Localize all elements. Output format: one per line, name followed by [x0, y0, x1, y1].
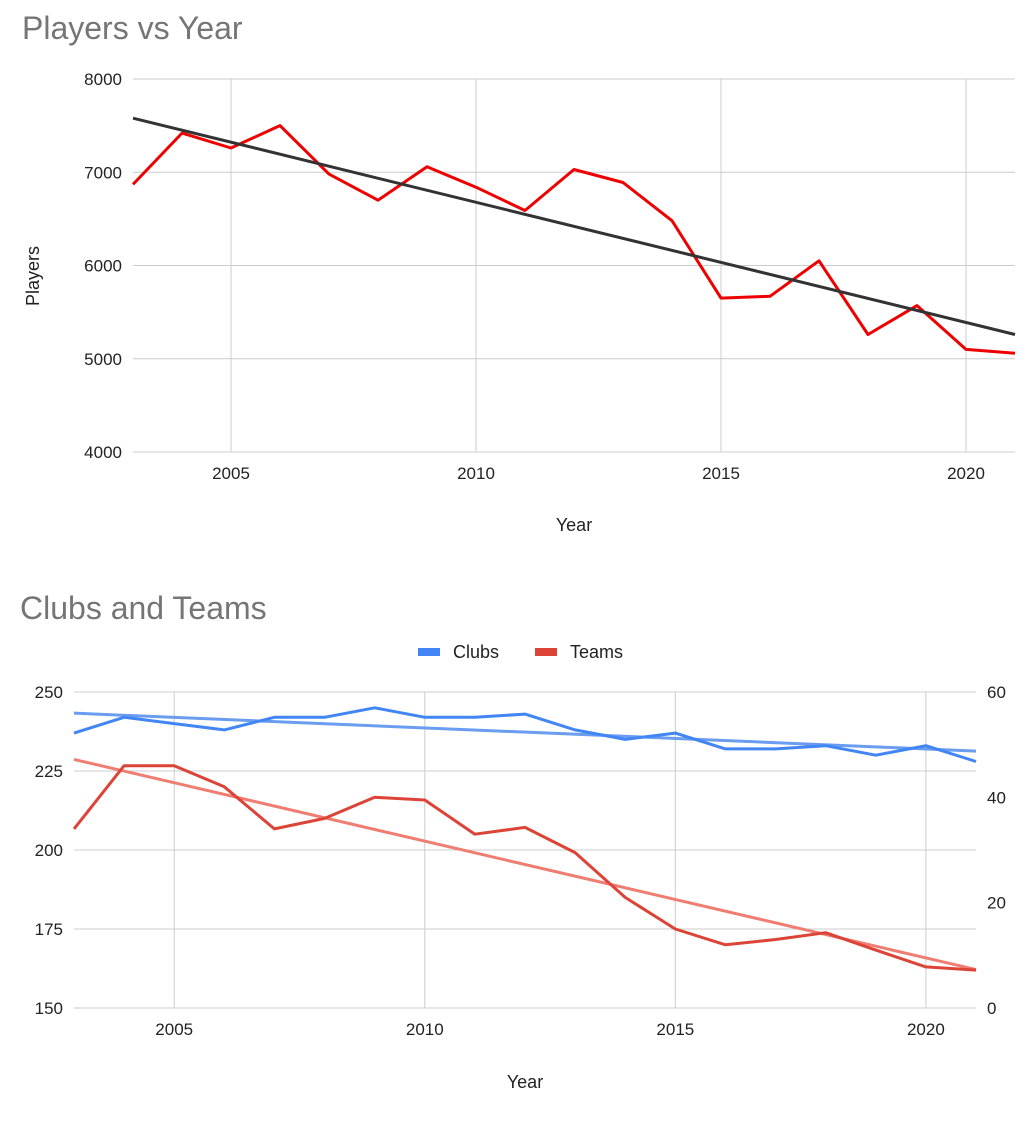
x-tick-label: 2005 [155, 1020, 193, 1039]
y-tick-label: 6000 [84, 257, 122, 276]
y-right-tick-label: 40 [987, 788, 1006, 807]
players-vs-year-chart: 4000 5000 6000 7000 8000 2005 2010 2015 2020 Year… [23, 70, 1016, 535]
x-tick-label: 2010 [457, 464, 495, 483]
y-right-tick-label: 0 [987, 999, 996, 1018]
legend-swatch-clubs [418, 648, 440, 656]
y-right-tick-label: 20 [987, 894, 1006, 913]
legend-label-teams: Teams [570, 642, 623, 662]
x-tick-label: 2015 [702, 464, 740, 483]
legend-swatch-teams [535, 648, 557, 656]
y-tick-label: 4000 [84, 443, 122, 462]
x-tick-label: 2020 [907, 1020, 945, 1039]
y-tick-label: 5000 [84, 350, 122, 369]
clubs-trendline [73, 711, 977, 753]
x-tick-label: 2015 [656, 1020, 694, 1039]
y-tick-label: 8000 [84, 70, 122, 89]
y-left-tick-label: 200 [35, 841, 63, 860]
x-tick-label: 2020 [947, 464, 985, 483]
x-axis-label: Year [556, 515, 592, 535]
legend: Clubs Teams [418, 642, 623, 662]
x-tick-label: 2005 [212, 464, 250, 483]
y-right-tick-label: 60 [987, 683, 1006, 702]
x-tick-label: 2010 [406, 1020, 444, 1039]
teams-trendline [73, 757, 977, 972]
players-trendline [132, 116, 1016, 336]
y-left-tick-label: 225 [35, 762, 63, 781]
y-tick-label: 7000 [84, 163, 122, 182]
y-left-tick-label: 150 [35, 999, 63, 1018]
legend-label-clubs: Clubs [453, 642, 499, 662]
chart-title-players-vs-year: Players vs Year [22, 10, 243, 46]
y-left-tick-label: 250 [35, 683, 63, 702]
chart-title-clubs-and-teams: Clubs and Teams [20, 590, 267, 626]
x-axis-label: Year [507, 1072, 543, 1092]
players-series-line [131, 124, 1016, 355]
gridlines [74, 691, 976, 1009]
y-axis-label: Players [23, 246, 43, 306]
clubs-series-line [73, 706, 977, 763]
teams-series-line [72, 764, 977, 972]
y-left-tick-label: 175 [35, 920, 63, 939]
